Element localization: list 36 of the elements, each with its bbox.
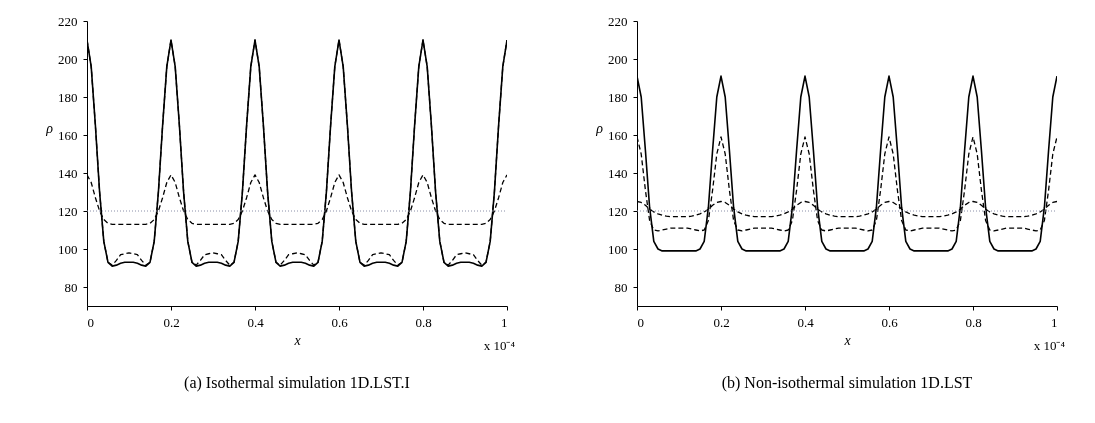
x-tick-label: 0.6	[331, 314, 349, 330]
text: x 10⁻⁴	[483, 338, 516, 353]
y-axis-title: ρ	[595, 120, 604, 136]
text: (b) Non-isothermal simulation 1D.LST	[721, 374, 973, 392]
x-tick-label: 0.6	[881, 314, 899, 330]
x-axis-title: x	[293, 332, 302, 348]
y-tick-label: 100	[608, 241, 628, 257]
y-tick-label: 180	[58, 89, 78, 105]
x-axis-title: x	[843, 332, 852, 348]
x-tick-label: 0.4	[797, 314, 815, 330]
y-tick-label: 80	[614, 279, 628, 295]
text: (a) Isothermal simulation 1D.LST.I	[184, 374, 410, 392]
x-tick-label: 0.2	[713, 314, 730, 330]
y-tick-label: 120	[608, 203, 628, 219]
y-tick-label: 160	[608, 127, 628, 143]
y-tick-label: 200	[608, 51, 628, 67]
x-tick-label: 0	[87, 314, 94, 330]
y-tick-label: 140	[58, 165, 78, 181]
x-tick-label: 0.4	[247, 314, 265, 330]
y-tick-label: 140	[608, 165, 628, 181]
y-tick-label: 180	[608, 89, 628, 105]
y-tick-label: 220	[608, 13, 628, 29]
y-tick-label: 200	[58, 51, 78, 67]
text: x 10⁻⁴	[1033, 338, 1066, 353]
x-tick-label: 1	[1051, 314, 1058, 330]
x-tick-label: 0	[637, 314, 644, 330]
x-tick-label: 0.8	[415, 314, 432, 330]
x-tick-label: 0.2	[163, 314, 180, 330]
y-tick-label: 120	[58, 203, 78, 219]
y-tick-label: 220	[58, 13, 78, 29]
x-tick-label: 0.8	[965, 314, 982, 330]
y-tick-label: 160	[58, 127, 78, 143]
y-tick-label: 100	[58, 241, 78, 257]
y-tick-label: 80	[64, 279, 78, 295]
x-tick-label: 1	[501, 314, 508, 330]
y-axis-title: ρ	[45, 120, 54, 136]
